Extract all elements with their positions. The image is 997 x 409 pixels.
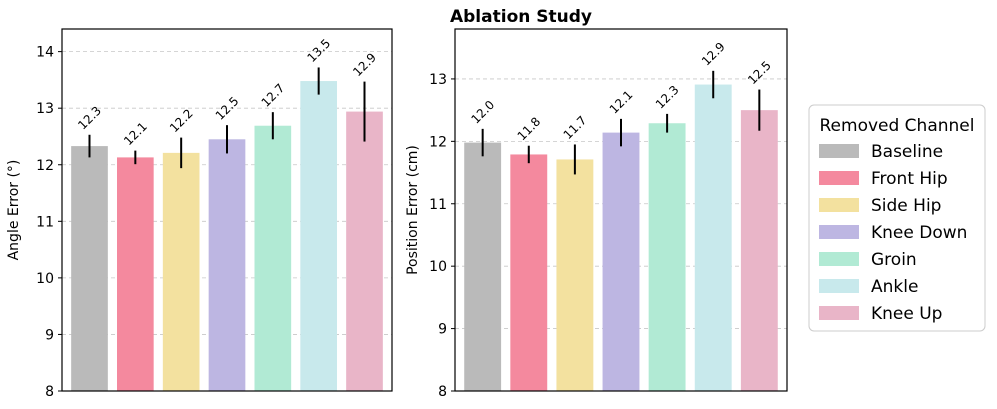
legend-label-knee-up: Knee Up: [871, 304, 942, 324]
legend-swatch-ankle: [819, 279, 859, 293]
angle-bar-knee-down: [208, 139, 246, 391]
angle-y-tick-label: 12: [36, 158, 54, 174]
legend-label-front-hip: Front Hip: [871, 169, 948, 189]
position-bar-ankle: [694, 84, 732, 391]
position-y-tick-label: 8: [438, 384, 447, 400]
angle-y-tick-label: 13: [36, 101, 54, 117]
legend-swatch-knee-up: [819, 306, 859, 320]
position-data-label-front-hip: 11.8: [515, 114, 544, 143]
chart-title: Ablation Study: [450, 7, 592, 27]
legend-label-groin: Groin: [871, 250, 917, 270]
position-data-label-side-hip: 11.7: [561, 113, 590, 142]
position-y-tick-label: 13: [429, 72, 447, 88]
legend-label-side-hip: Side Hip: [871, 196, 941, 216]
position-y-tick-label: 11: [429, 197, 447, 213]
legend-frame: [808, 104, 986, 332]
position-y-tick-label: 12: [429, 134, 447, 150]
angle-y-tick-label: 11: [36, 214, 54, 230]
position-bar-knee-down: [602, 132, 640, 391]
position-bar-front-hip: [510, 154, 548, 391]
position-error-panel: 8 9 10 11 12 13 12.0 11.8 11.7 12.1 12.3 12.9 12.5 Po…: [405, 28, 788, 400]
angle-data-label-ankle: 13.5: [304, 36, 333, 65]
position-y-tick-label: 9: [438, 322, 447, 338]
position-data-label-ankle: 12.9: [699, 40, 728, 69]
legend-label-knee-down: Knee Down: [871, 223, 967, 243]
angle-bar-ankle: [300, 81, 337, 391]
angle-data-label-knee-up: 12.9: [350, 50, 379, 79]
legend-title: Removed Channel: [820, 116, 975, 136]
angle-bar-front-hip: [117, 157, 154, 391]
position-data-label-knee-down: 12.1: [607, 88, 636, 117]
angle-bar-side-hip: [162, 152, 200, 391]
position-bar-groin: [648, 123, 686, 392]
legend-swatch-side-hip: [819, 198, 859, 212]
angle-data-label-front-hip: 12.1: [121, 119, 150, 148]
angle-axes-frame: [61, 28, 393, 392]
legend-label-baseline: Baseline: [871, 142, 943, 162]
legend-swatch-knee-down: [819, 225, 859, 239]
position-y-tick-label: 10: [429, 259, 447, 275]
position-axes-frame: [454, 28, 788, 392]
position-bar-baseline: [464, 142, 502, 391]
legend: Removed Channel Baseline Front Hip Side Hi…: [808, 104, 986, 332]
position-data-label-groin: 12.3: [653, 83, 682, 112]
angle-y-tick-label: 9: [45, 327, 54, 343]
angle-bar-baseline: [71, 146, 108, 391]
position-bar-knee-up: [740, 110, 778, 391]
legend-swatch-baseline: [819, 144, 859, 158]
legend-swatch-groin: [819, 252, 859, 266]
angle-data-label-groin: 12.7: [259, 81, 288, 110]
angle-bar-knee-up: [346, 111, 383, 392]
angle-y-tick-label: 14: [36, 45, 54, 61]
position-data-label-baseline: 12.0: [468, 98, 497, 127]
legend-label-ankle: Ankle: [871, 277, 918, 297]
angle-y-tick-label: 10: [36, 271, 54, 287]
angle-y-tick-label: 8: [45, 384, 54, 400]
angle-y-axis-label: Angle Error (°): [6, 160, 22, 261]
legend-swatch-front-hip: [819, 171, 859, 185]
position-y-axis-label: Position Error (cm): [405, 145, 421, 275]
angle-bar-groin: [254, 125, 292, 392]
position-data-label-knee-up: 12.5: [745, 58, 774, 87]
angle-data-label-side-hip: 12.2: [167, 106, 196, 135]
position-bar-side-hip: [556, 159, 594, 391]
